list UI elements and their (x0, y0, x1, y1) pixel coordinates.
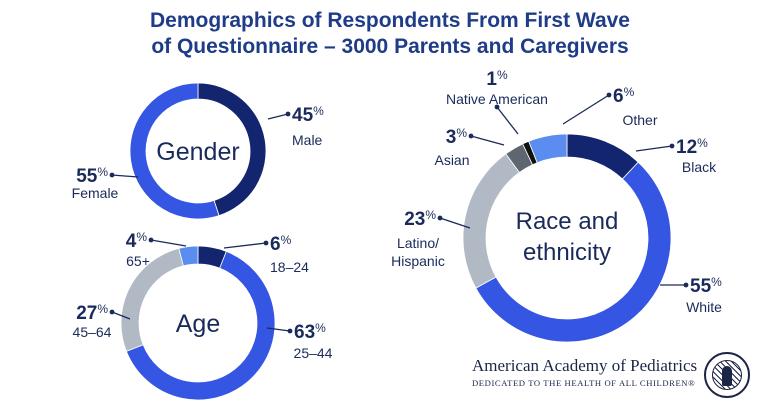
race-and-ethnicity-value-label-other: 6% (613, 85, 635, 107)
age-category-label-18-24: 18–24 (270, 259, 309, 275)
age-value-label-18-24: 6% (270, 233, 292, 255)
gender-slice-female (129, 82, 220, 220)
age-leader-dot-65 (148, 237, 154, 243)
age-slice-65 (178, 245, 199, 267)
age-leader-line-45-64 (111, 311, 131, 320)
age-value-label-65: 4% (126, 230, 148, 252)
age-category-label-45-64: 45–64 (73, 324, 112, 340)
race-and-ethnicity-slice-latino-hispanic (462, 153, 520, 289)
race-and-ethnicity-category-label-other: Other (622, 112, 657, 128)
race-and-ethnicity-value-label-white: 55% (690, 275, 722, 297)
age-category-label-65: 65+ (126, 253, 150, 269)
aap-branding: American Academy of Pediatrics DEDICATED… (472, 356, 732, 390)
seal-figure (722, 366, 732, 386)
race-and-ethnicity-leader-dot-latino-hispanic (437, 215, 443, 221)
race-and-ethnicity-leader-dot-white (683, 282, 689, 288)
age-slice-25-44 (125, 250, 276, 401)
gender-leader-line-female (111, 174, 139, 178)
chart-title-line-2: of Questionnaire – 3000 Parents and Care… (151, 35, 629, 58)
race-and-ethnicity-leader-line-other (562, 94, 610, 125)
race-and-ethnicity-category-label-latino-hispanic: Latino/Hispanic (391, 235, 445, 269)
brand-name: American Academy of Pediatrics (472, 356, 698, 375)
age-leader-line-25-44 (266, 327, 291, 332)
race-and-ethnicity-leader-dot-native-american (494, 104, 500, 110)
chart-title: Demographics of Respondents From First W… (0, 8, 780, 60)
race-and-ethnicity-leader-line-latino-hispanic (439, 217, 471, 229)
age-value-label-25-44: 63% (294, 321, 326, 343)
gender-value-label-female: 55% (76, 165, 108, 187)
race-and-ethnicity-leader-dot-other (606, 92, 612, 98)
gender-category-label-female: Female (72, 185, 119, 201)
race-and-ethnicity-slice-black (566, 133, 639, 180)
age-leader-line-18-24 (223, 242, 267, 249)
race-and-ethnicity-value-label-black: 12% (676, 136, 708, 158)
age-center-label: Age (176, 310, 220, 338)
race-and-ethnicity-leader-line-black (635, 145, 673, 152)
age-value-label-45-64: 27% (76, 302, 108, 324)
aap-seal-logo (704, 352, 750, 398)
race-and-ethnicity-donut-chart: 12%Black 55% White 23% Latino/Hispanic 3% Asia… (391, 68, 722, 343)
gender-donut-chart: 45% Male 55%Female Gender (72, 82, 324, 220)
race-and-ethnicity-category-label-black: Black (682, 159, 717, 175)
race-and-ethnicity-slice-other (528, 133, 568, 164)
age-leader-line-65 (150, 239, 187, 247)
race-and-ethnicity-category-label-asian: Asian (434, 152, 469, 168)
age-leader-dot-18-24 (263, 240, 269, 246)
brand-tagline: DEDICATED TO THE HEALTH OF ALL CHILDREN® (472, 378, 696, 388)
race-and-ethnicity-leader-line-native-american (496, 106, 519, 135)
age-category-label-25-44: 25–44 (294, 345, 333, 361)
gender-category-label-male: Male (292, 132, 323, 148)
race-and-ethnicity-value-label-native-american: 1% (486, 68, 508, 90)
gender-leader-dot-male (285, 111, 291, 117)
gender-leader-dot-female (109, 172, 115, 178)
race-and-ethnicity-slice-white (475, 161, 672, 343)
race-and-ethnicity-value-label-asian: 3% (446, 126, 468, 148)
gender-center-label: Gender (156, 138, 239, 166)
race-and-ethnicity-leader-dot-black (669, 143, 675, 149)
race-and-ethnicity-leader-line-asian (470, 135, 505, 146)
age-leader-dot-25-44 (287, 328, 293, 334)
gender-leader-line-male (267, 113, 289, 120)
race-and-ethnicity-category-label-white: White (686, 299, 722, 315)
age-leader-dot-45-64 (109, 309, 115, 315)
chart-title-line-1: Demographics of Respondents From First W… (150, 9, 630, 32)
race-and-ethnicity-leader-dot-asian (468, 133, 474, 139)
race-and-ethnicity-value-label-latino-hispanic: 23% (404, 208, 436, 230)
race-and-ethnicity-category-label-native-american: Native American (446, 91, 548, 107)
age-donut-chart: 6% 18–24 63% 25–44 27%45–64 4%65+ Age (73, 230, 333, 401)
race-and-ethnicity-center-label: Race and ethnicity (516, 208, 619, 266)
gender-value-label-male: 45% (292, 104, 324, 126)
